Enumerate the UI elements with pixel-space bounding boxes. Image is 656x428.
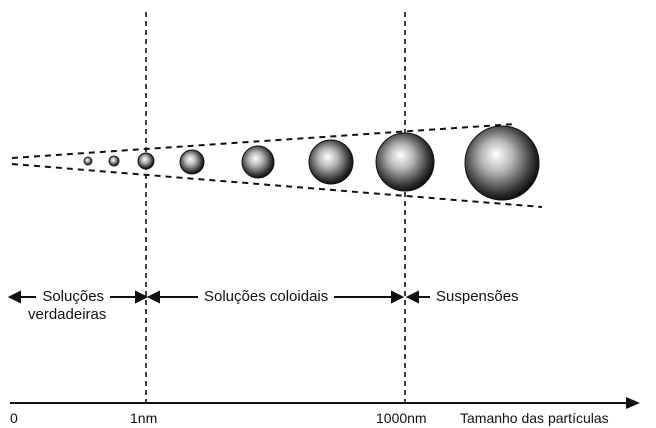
size-axis-arrowhead: [626, 397, 640, 409]
particles: [83, 125, 540, 201]
particle: [137, 152, 155, 170]
region-label-true-solutions-line1: Soluções: [42, 288, 105, 305]
region-label-suspensions: Suspensões: [432, 288, 523, 306]
particle: [179, 149, 205, 175]
particle: [83, 156, 93, 166]
particle: [464, 125, 540, 201]
axis-tick-0: 0: [10, 410, 18, 426]
funnel-upper-line: [11, 123, 516, 159]
funnel-lower-line: [11, 163, 543, 208]
axis-tick-1nm: 1nm: [130, 410, 158, 426]
particle: [108, 155, 120, 167]
region-label-true-solutions-line2: verdadeiras: [28, 306, 107, 323]
particle: [308, 139, 354, 185]
particle: [241, 145, 275, 179]
region-label-true-solutions: Soluções verdadeiras: [28, 288, 111, 324]
region-label-colloidal-solutions: Soluções coloidais: [198, 288, 335, 306]
axis-tick-1000nm: 1000nm: [376, 410, 427, 426]
particle: [375, 132, 435, 192]
axis-title: Tamanho das partículas: [460, 410, 609, 426]
